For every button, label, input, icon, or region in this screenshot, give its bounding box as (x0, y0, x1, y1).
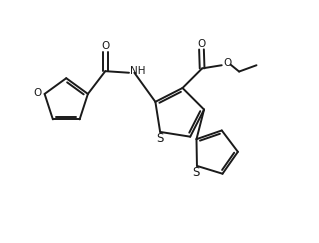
Text: O: O (223, 58, 232, 68)
Text: O: O (33, 88, 42, 98)
Text: O: O (101, 41, 109, 51)
Text: NH: NH (130, 67, 145, 77)
Text: O: O (197, 39, 206, 49)
Text: S: S (192, 166, 200, 179)
Text: S: S (156, 132, 163, 145)
